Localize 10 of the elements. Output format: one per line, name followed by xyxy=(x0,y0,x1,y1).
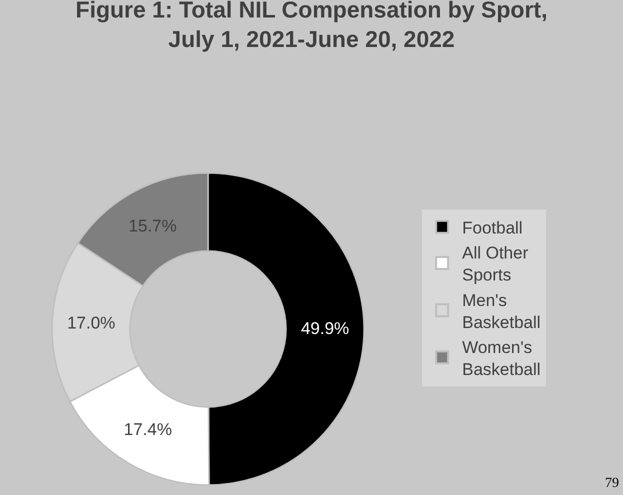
data-label: 17.4% xyxy=(124,420,172,439)
chart-title: Figure 1: Total NIL Compensation by Sport, July 1, 2021-June 20, 2022 xyxy=(76,0,548,52)
legend-label: Women's Basketball xyxy=(462,338,541,380)
data-label: 49.9% xyxy=(300,319,350,338)
data-label: 17.0% xyxy=(67,314,116,333)
legend-label: Men's Basketball xyxy=(462,290,541,332)
data-label: 15.7% xyxy=(128,216,177,236)
legend-label: All Other Sports xyxy=(462,244,529,285)
legend-label: Football xyxy=(462,218,523,238)
text: 79 xyxy=(605,476,619,491)
